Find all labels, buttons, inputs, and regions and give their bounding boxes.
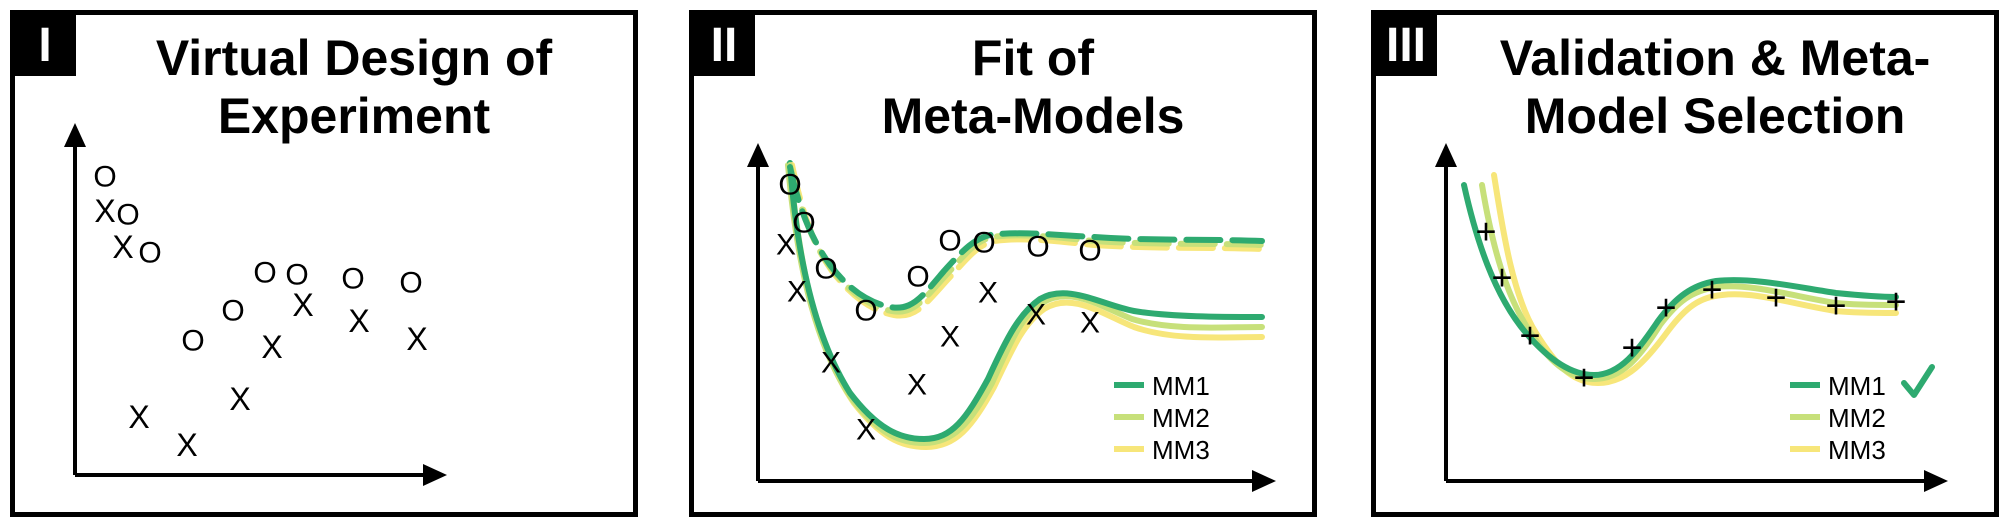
x-marker: X — [1026, 299, 1046, 332]
validation-points: ++++++ + + + + — [1475, 211, 1906, 398]
x-marker: X — [348, 303, 369, 339]
plus-marker: + — [1701, 269, 1722, 310]
panel-number: II — [693, 14, 755, 76]
panel-number: I — [14, 14, 76, 76]
x-axis-arrow — [1252, 470, 1276, 492]
o-marker: O — [814, 253, 837, 286]
o-marker: O — [972, 227, 995, 260]
y-axis-arrow — [64, 123, 86, 147]
legend: MM1 MM2 MM3 — [1114, 371, 1210, 465]
x-marker: X — [940, 321, 960, 354]
x-marker: X — [856, 414, 876, 447]
legend-mm3-label: MM3 — [1828, 435, 1886, 465]
x-marker: X — [229, 381, 250, 417]
panel-title: Fit of Meta-Models — [764, 29, 1302, 145]
panel-title-line2: Meta-Models — [881, 88, 1185, 144]
o-marker: O — [792, 207, 815, 240]
x-marker: X — [978, 277, 998, 310]
axes — [756, 165, 1254, 483]
panel-validation: III Validation & Meta- Model Selection +… — [1371, 10, 1999, 517]
legend-mm3-label: MM3 — [1152, 435, 1210, 465]
plus-marker: + — [1519, 315, 1540, 356]
mm2-curve — [1479, 182, 1899, 383]
plus-marker: + — [1825, 285, 1846, 326]
x-marker: X — [821, 347, 841, 380]
x-marker: X — [176, 427, 197, 463]
checkmark-icon — [1901, 364, 1935, 398]
o-marker: O — [778, 169, 801, 202]
o-marker: O — [116, 199, 139, 232]
o-marker: O — [221, 295, 244, 328]
mm3-curve — [1491, 172, 1899, 387]
legend-mm2-label: MM2 — [1828, 403, 1886, 433]
panel-title-line1: Validation & Meta- — [1499, 30, 1931, 86]
x-marker: X — [907, 369, 927, 402]
o-marker: O — [93, 161, 116, 194]
plus-marker: + — [1573, 357, 1594, 398]
panel-title: Validation & Meta- Model Selection — [1446, 29, 1984, 145]
o-marker: O — [906, 261, 929, 294]
panel-number: III — [1375, 14, 1437, 76]
x-marker: X — [94, 193, 115, 229]
mm1-curve-upper — [787, 164, 1265, 311]
plus-marker: + — [1655, 287, 1676, 328]
o-marker: O — [253, 257, 276, 290]
plus-marker: + — [1475, 211, 1496, 252]
mm1-curve — [1461, 182, 1899, 379]
o-marker: O — [854, 295, 877, 328]
legend-mm1-label: MM1 — [1828, 371, 1886, 401]
x-marker: X — [1080, 307, 1100, 340]
panel-title-line2: Experiment — [217, 88, 491, 144]
o-marker: O — [285, 259, 308, 292]
x-axis-arrow — [1924, 470, 1948, 492]
x-marker: X — [128, 399, 149, 435]
x-marker: X — [261, 329, 282, 365]
plus-marker: + — [1885, 281, 1906, 322]
y-axis-arrow — [1435, 143, 1457, 167]
legend-mm1-label: MM1 — [1152, 371, 1210, 401]
x-marker: X — [776, 229, 796, 262]
axes — [73, 145, 425, 477]
x-marker: X — [112, 229, 133, 265]
x-marker: X — [787, 276, 807, 309]
o-marker: O — [938, 225, 961, 258]
o-marker: O — [1026, 231, 1049, 264]
x-axis-arrow — [423, 464, 447, 486]
plus-marker: + — [1621, 327, 1642, 368]
panel-title-line2: Model Selection — [1524, 88, 1906, 144]
panel-title-line1: Fit of — [971, 30, 1095, 86]
axes — [1444, 165, 1926, 483]
legend: MM1 MM2 MM3 — [1790, 364, 1935, 465]
y-axis-arrow — [747, 143, 769, 167]
plus-marker: + — [1765, 277, 1786, 318]
mm1-curve-lower — [787, 160, 1265, 443]
o-marker: O — [341, 263, 364, 296]
panel-title: Virtual Design of Experiment — [85, 29, 623, 145]
x-marker: X — [406, 321, 427, 357]
o-marker: O — [399, 267, 422, 300]
validation-plot: ++++++ + + + + MM1 MM2 MM3 — [1435, 143, 1948, 492]
plus-marker: + — [1491, 257, 1512, 298]
x-marker: X — [292, 287, 313, 323]
o-marker: O — [138, 237, 161, 270]
o-marker: O — [1078, 235, 1101, 268]
legend-mm2-label: MM2 — [1152, 403, 1210, 433]
o-marker: O — [181, 325, 204, 358]
panel-title-line1: Virtual Design of — [155, 30, 553, 86]
